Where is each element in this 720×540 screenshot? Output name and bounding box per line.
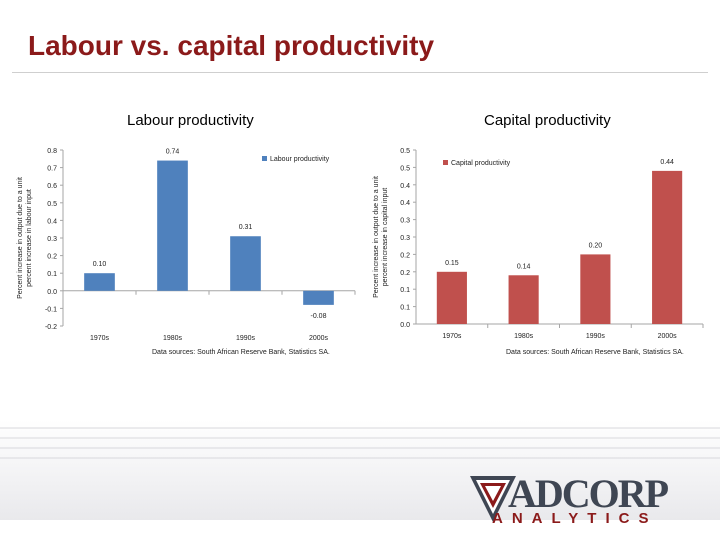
labour-x-tick-label: 2000s: [309, 335, 329, 342]
capital-bar-2000s: [652, 170, 683, 324]
labour-y-tick-label: 0.5: [47, 201, 57, 208]
capital-source-note: Data sources: South African Reserve Bank…: [506, 349, 684, 356]
labour-y-tick-label: 0.8: [47, 148, 57, 155]
title-divider: [12, 72, 708, 73]
labour-y-tick-label: 0.3: [47, 236, 57, 243]
labour-bar-1980s: [157, 160, 188, 291]
capital-y-tick-label: 0.5: [400, 165, 410, 172]
slide-title: Labour vs. capital productivity: [28, 30, 435, 61]
capital-bar-1990s: [580, 254, 611, 324]
labour-bar-2000s: [303, 290, 334, 305]
adcorp-logo-icon: [470, 476, 516, 522]
labour-data-label: 0.31: [239, 224, 253, 231]
capital-y-tick-label: 0.2: [400, 252, 410, 259]
capital-y-axis-title-line1: Percent increase in output due to a unit: [373, 176, 380, 298]
capital-x-tick-label: 1980s: [514, 333, 534, 340]
capital-data-label: 0.44: [660, 159, 674, 166]
capital-y-tick-label: 0.2: [400, 270, 410, 277]
capital-bar-1980s: [508, 275, 539, 324]
capital-data-label: 0.20: [589, 242, 603, 249]
labour-data-label: 0.10: [93, 261, 107, 268]
capital-y-tick-label: 0.1: [400, 287, 410, 294]
capital-y-tick-label: 0.0: [400, 322, 410, 329]
capital-y-tick-label: 0.4: [400, 200, 410, 207]
capital-y-tick-label: 0.1: [400, 305, 410, 312]
charts-canvas: -0.2 -0.1 0.0 0.1 0.2 0.3 0.4 0.5 0.6 0.7 0.8 0.10 1…: [17, 148, 704, 342]
capital-legend-label: Capital productivity: [451, 160, 511, 167]
capital-data-label: 0.14: [517, 263, 531, 270]
labour-y-tick-label: -0.1: [45, 306, 57, 313]
capital-y-tick-label: 0.3: [400, 235, 410, 242]
capital-chart-heading: Capital productivity: [484, 112, 611, 129]
labour-x-tick-label: 1970s: [90, 335, 110, 342]
labour-data-label: -0.08: [311, 313, 327, 320]
labour-bar-1990s: [230, 236, 261, 291]
labour-legend-label: Labour productivity: [270, 156, 330, 163]
labour-x-tick-label: 1990s: [236, 335, 256, 342]
labour-x-tick-label: 1980s: [163, 335, 183, 342]
capital-x-tick-label: 2000s: [658, 333, 678, 340]
labour-bar-1970s: [84, 273, 115, 291]
labour-y-tick-label: 0.0: [47, 289, 57, 296]
labour-y-tick-label: -0.2: [45, 324, 57, 331]
footer-decoration: [0, 420, 720, 520]
capital-y-tick-label: 0.5: [400, 148, 410, 155]
labour-y-axis-title-line2: percent increase in labour input: [26, 189, 33, 287]
labour-y-tick-label: 0.6: [47, 183, 57, 190]
labour-y-tick-label: 0.4: [47, 218, 57, 225]
labour-legend-swatch: [262, 156, 267, 161]
labour-source-note: Data sources: South African Reserve Bank…: [152, 349, 330, 356]
capital-y-axis-title-line2: percent increase in capital input: [382, 188, 389, 287]
logo-name: ADCORP: [508, 471, 669, 516]
capital-y-tick-label: 0.4: [400, 183, 410, 190]
labour-y-tick-label: 0.1: [47, 271, 57, 278]
logo-subtitle: ANALYTICS: [492, 510, 658, 527]
labour-y-tick-label: 0.2: [47, 254, 57, 261]
capital-y-tick-label: 0.3: [400, 218, 410, 225]
capital-legend-swatch: [443, 160, 448, 165]
labour-y-tick-label: 0.7: [47, 166, 57, 173]
labour-data-label: 0.74: [166, 149, 180, 156]
capital-x-tick-label: 1990s: [586, 333, 606, 340]
capital-data-label: 0.15: [445, 260, 459, 267]
capital-bar-1970s: [436, 271, 467, 324]
labour-y-axis-title-line1: Percent increase in output due to a unit: [17, 177, 24, 299]
labour-chart-heading: Labour productivity: [127, 112, 254, 129]
capital-x-tick-label: 1970s: [442, 333, 462, 340]
